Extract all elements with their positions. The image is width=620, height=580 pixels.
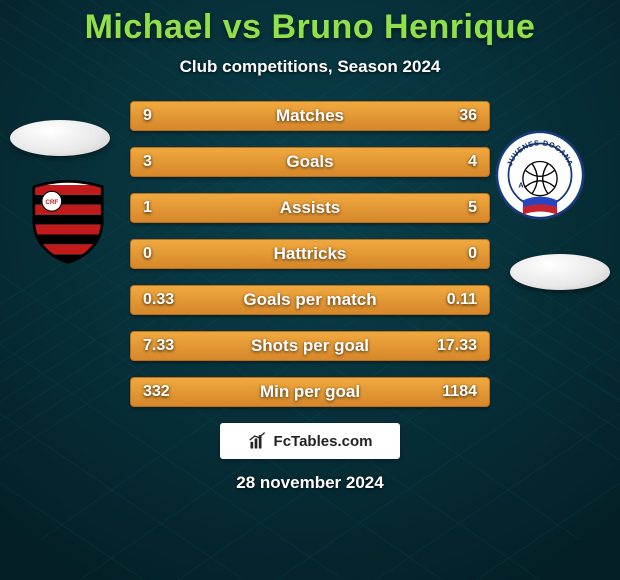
stat-right-value: 0.11 <box>447 291 477 309</box>
stat-row: 1 Assists 5 <box>130 193 490 223</box>
stat-label: Hattricks <box>274 244 347 264</box>
stat-right-value: 5 <box>468 199 477 217</box>
svg-text:CRF: CRF <box>45 199 58 206</box>
stat-label: Matches <box>276 106 344 126</box>
page-title: Michael vs Bruno Henrique <box>0 8 620 47</box>
stat-right-value: 17.33 <box>437 337 477 355</box>
stat-left-value: 0 <box>143 245 152 263</box>
stat-row: 0.33 Goals per match 0.11 <box>130 285 490 315</box>
date-text: 28 november 2024 <box>0 473 620 493</box>
stat-left-value: 9 <box>143 107 152 125</box>
left-club-badge: CRF <box>18 176 118 266</box>
stat-left-value: 0.33 <box>143 291 174 309</box>
stat-right-value: 1184 <box>442 383 477 401</box>
right-placeholder-oval <box>510 254 610 290</box>
stat-row: 9 Matches 36 <box>130 101 490 131</box>
subtitle: Club competitions, Season 2024 <box>0 57 620 77</box>
stat-row: 0 Hattricks 0 <box>130 239 490 269</box>
right-club-badge: JUVENES-DOGANA A.C. <box>490 130 590 220</box>
stat-label: Assists <box>280 198 340 218</box>
brand-chart-icon <box>248 431 268 451</box>
stat-left-value: 1 <box>143 199 152 217</box>
stat-row: 7.33 Shots per goal 17.33 <box>130 331 490 361</box>
stat-right-value: 4 <box>468 153 477 171</box>
stat-label: Shots per goal <box>251 336 369 356</box>
stat-left-value: 3 <box>143 153 152 171</box>
stat-row: 332 Min per goal 1184 <box>130 377 490 407</box>
stat-left-value: 7.33 <box>143 337 174 355</box>
left-placeholder-oval <box>10 120 110 156</box>
brand-text: FcTables.com <box>274 433 373 450</box>
comparison-card: Michael vs Bruno Henrique Club competiti… <box>0 0 620 580</box>
stat-label: Goals <box>286 152 333 172</box>
branding-badge: FcTables.com <box>220 423 400 459</box>
stat-row: 3 Goals 4 <box>130 147 490 177</box>
stat-rows: 9 Matches 36 3 Goals 4 1 Assists 5 0 Hattricks 0 0.3… <box>130 101 490 407</box>
stat-left-value: 332 <box>143 383 170 401</box>
stat-right-value: 36 <box>459 107 477 125</box>
stat-label: Goals per match <box>243 290 376 310</box>
stat-right-value: 0 <box>468 245 477 263</box>
stat-label: Min per goal <box>260 382 360 402</box>
